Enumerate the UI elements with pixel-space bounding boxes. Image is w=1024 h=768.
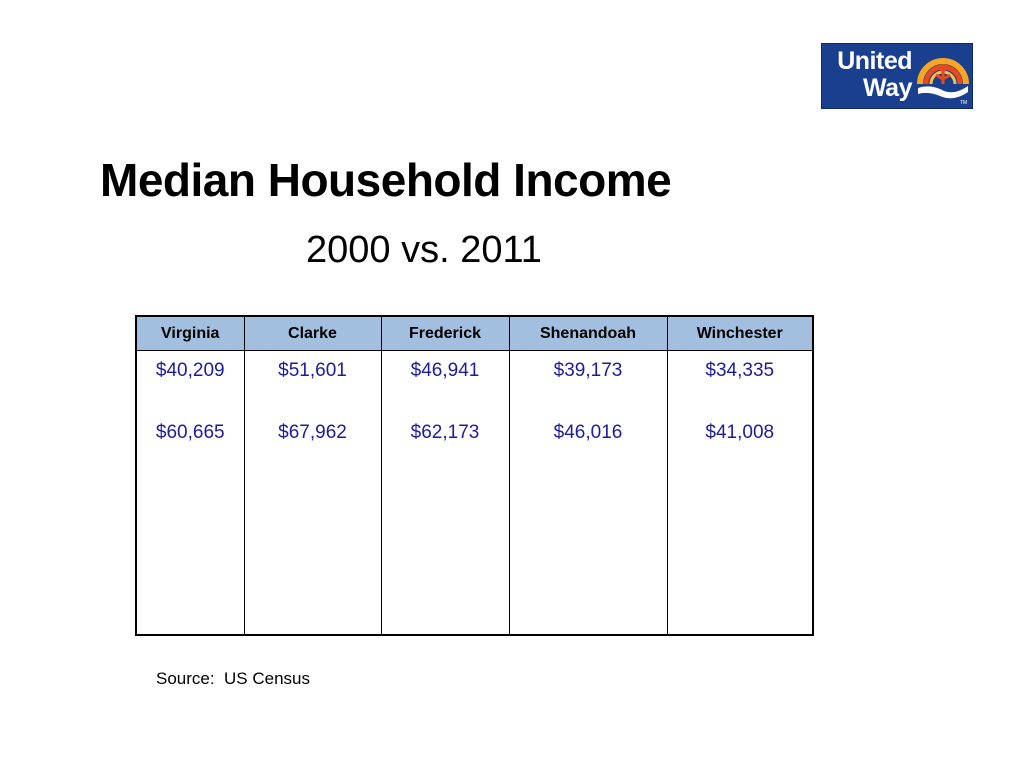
table-cell: $34,335 $41,008 (666, 350, 814, 636)
table-cell: $39,173 $46,016 (508, 350, 668, 636)
source-note: Source: US Census (156, 669, 311, 688)
table-cell: $46,941 $62,173 (380, 350, 510, 636)
income-2000-value: $40,209 (155, 360, 225, 381)
income-2000-value: $34,335 (705, 360, 775, 381)
income-2011-value: $46,016 (553, 422, 623, 443)
column-header: Frederick (380, 315, 510, 351)
income-2011-value: $67,962 (278, 422, 347, 443)
income-2011-value: $62,173 (410, 422, 480, 443)
column-header: Winchester (666, 315, 814, 351)
column-header: Virginia (135, 315, 245, 351)
column-header: Shenandoah (508, 315, 668, 351)
income-2000-value: $46,941 (410, 360, 480, 381)
logo-wordmark: United Way (828, 48, 912, 102)
income-2011-value: $41,008 (705, 422, 775, 443)
united-way-logo: United Way TM (821, 43, 973, 109)
income-2000-value: $39,173 (553, 360, 623, 381)
income-table: Virginia Clarke Frederick Shenandoah Win… (135, 315, 814, 636)
table-cell: $51,601 $67,962 (243, 350, 382, 636)
income-2011-value: $60,665 (155, 422, 225, 443)
table-cell: $40,209 $60,665 (135, 350, 245, 636)
income-2000-value: $51,601 (278, 360, 347, 381)
column-header: Clarke (243, 315, 382, 351)
svg-text:TM: TM (960, 100, 967, 106)
logo-line-1: United (837, 47, 912, 75)
page-subtitle: 2000 vs. 2011 (306, 229, 542, 271)
logo-line-2: Way (863, 74, 912, 102)
united-way-emblem-icon: TM (917, 58, 969, 106)
page-title: Median Household Income (100, 154, 672, 206)
table-row: $40,209 $60,665 $51,601 $67,962 $46,941 … (135, 350, 814, 636)
table-header-row: Virginia Clarke Frederick Shenandoah Win… (135, 315, 814, 351)
